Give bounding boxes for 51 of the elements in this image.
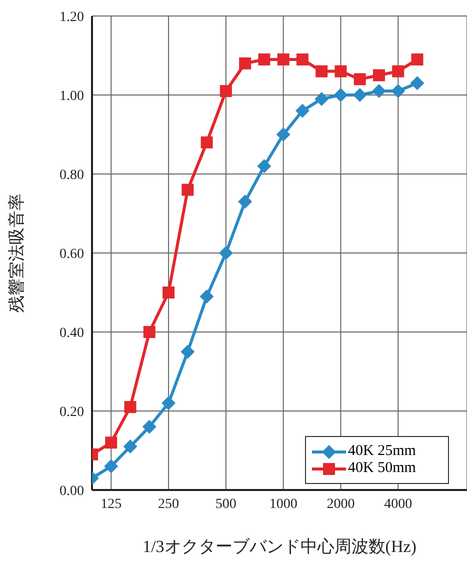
x-tick-label: 125 <box>100 496 122 512</box>
point <box>411 53 424 66</box>
point <box>180 344 195 359</box>
point <box>277 53 290 66</box>
y-tick-label: 0.60 <box>60 246 84 262</box>
y-tick-label: 1.00 <box>60 88 84 104</box>
point <box>334 88 348 102</box>
x-axis-title: 1/3オクターブバンド中心周波数(Hz) <box>142 537 416 556</box>
point <box>143 326 156 338</box>
legend-label: 40K 25mm <box>348 443 416 460</box>
x-tick-label: 500 <box>215 496 236 512</box>
legend-label: 40K 50mm <box>348 460 416 477</box>
y-axis-title: 残響室法吸音率 <box>7 194 26 312</box>
point <box>123 440 138 454</box>
point <box>276 128 290 142</box>
y-tick-label: 0.00 <box>60 484 84 499</box>
point <box>162 396 176 410</box>
y-tick-label: 1.20 <box>60 10 84 25</box>
point <box>257 159 272 174</box>
point <box>218 246 233 260</box>
point <box>239 57 252 70</box>
point <box>200 136 213 148</box>
point <box>314 92 329 106</box>
y-tick-label: 0.80 <box>60 168 84 183</box>
point <box>124 401 136 414</box>
point <box>295 104 310 118</box>
y-tick-label: 0.40 <box>60 326 84 341</box>
point <box>372 69 385 82</box>
point <box>104 459 118 474</box>
point <box>142 420 156 434</box>
x-tick-label: 2000 <box>326 496 355 512</box>
point <box>410 76 424 90</box>
point <box>296 53 308 66</box>
point <box>105 436 118 449</box>
point <box>162 286 175 298</box>
point <box>200 289 214 304</box>
point <box>258 53 270 66</box>
point <box>334 65 347 78</box>
point <box>372 84 386 98</box>
point <box>238 194 252 209</box>
point <box>182 184 194 196</box>
point <box>316 65 328 78</box>
x-tick-label: 250 <box>158 496 180 512</box>
point <box>392 65 404 78</box>
point <box>391 84 406 98</box>
x-tick-label: 4000 <box>384 496 412 512</box>
point <box>354 73 366 86</box>
point <box>220 85 232 98</box>
x-tick-label: 1000 <box>269 496 298 512</box>
y-tick-label: 0.20 <box>60 404 84 420</box>
point <box>352 88 367 102</box>
